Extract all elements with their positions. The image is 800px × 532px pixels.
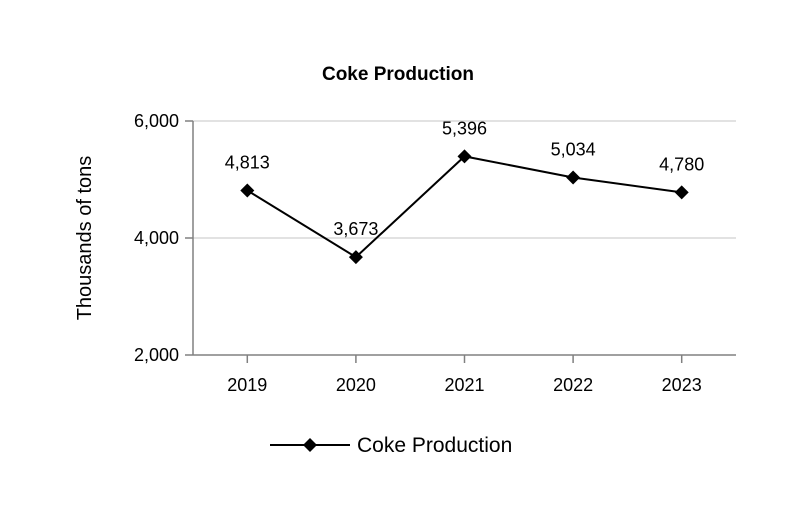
x-tick-label-0: 2019	[227, 375, 267, 395]
y-tick-label-1: 4,000	[134, 228, 179, 248]
data-label-2021: 5,396	[442, 118, 487, 138]
y-tick-labels: 2,000 4,000 6,000	[134, 111, 179, 365]
data-label-2022: 5,034	[551, 140, 596, 160]
x-tick-label-3: 2022	[553, 375, 593, 395]
data-label-2023: 4,780	[659, 154, 704, 174]
legend-label: Coke Production	[357, 434, 512, 457]
y-axis-title: Thousands of tons	[74, 156, 96, 321]
legend-marker	[303, 438, 317, 452]
x-tick-label-4: 2023	[662, 375, 702, 395]
x-tick-labels: 2019 2020 2021 2022 2023	[227, 375, 701, 395]
data-point-2021	[457, 149, 472, 164]
series-line-0	[246, 155, 682, 259]
data-point-2022	[566, 170, 581, 185]
y-tick-label-2: 6,000	[134, 111, 179, 131]
y-tick-label-0: 2,000	[134, 345, 179, 365]
data-label-2019: 4,813	[225, 152, 270, 172]
data-point-2020	[348, 250, 363, 265]
grid-lines	[193, 120, 736, 239]
axes	[185, 120, 736, 363]
x-tick-label-2: 2021	[444, 375, 484, 395]
series-layer	[240, 149, 689, 265]
legend: Coke Production	[270, 434, 512, 457]
data-label-2020: 3,673	[333, 219, 378, 239]
data-point-2019	[240, 183, 255, 198]
data-labels: 4,813 3,673 5,396 5,034 4,780	[225, 118, 704, 239]
x-tick-label-1: 2020	[336, 375, 376, 395]
chart-title: Coke Production	[322, 64, 474, 85]
data-point-2023	[674, 185, 689, 200]
